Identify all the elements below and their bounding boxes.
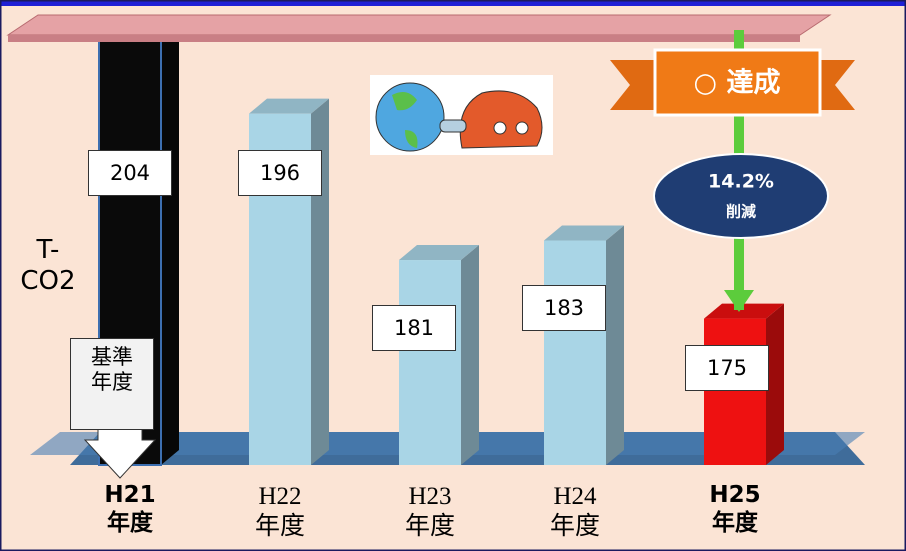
y-axis-label: T- CO2 (20, 235, 76, 297)
bar-side (161, 21, 179, 465)
reduction-label: 削減 (726, 203, 756, 221)
car-eye (516, 122, 528, 134)
achievement: ○ 達成 (694, 68, 781, 99)
globe-car-icon (370, 75, 553, 155)
reduction-badge (654, 154, 828, 238)
top-banner (8, 15, 830, 35)
reduction-value: 14.2% (708, 171, 774, 193)
car-eye (494, 122, 506, 134)
value-label: 181 (372, 305, 456, 351)
baseline-note: 基準 年度 (70, 338, 154, 430)
x-tick-label: H24 年度 (520, 482, 630, 542)
value-label: 204 (88, 150, 172, 196)
bar (399, 260, 461, 465)
bar (704, 319, 766, 465)
chart: ○ 達成 14.2% 削減 (0, 0, 906, 551)
bar-side (606, 226, 624, 465)
top-banner-edge (8, 35, 800, 42)
x-tick-label: H23 年度 (375, 482, 485, 542)
x-tick-label: H22 年度 (225, 482, 335, 542)
x-tick-label: H25 年度 (680, 482, 790, 537)
value-label: 196 (238, 150, 322, 196)
value-label: 183 (522, 285, 606, 331)
bar (544, 241, 606, 465)
bar-side (461, 245, 479, 465)
x-tick-label: H21 年度 (75, 482, 185, 537)
slide: ○ 達成 14.2% 削減 T- CO2 基準 年度 204 H21 年度 196 H… (0, 0, 906, 551)
handshake (440, 120, 466, 132)
value-label: 175 (685, 345, 769, 391)
